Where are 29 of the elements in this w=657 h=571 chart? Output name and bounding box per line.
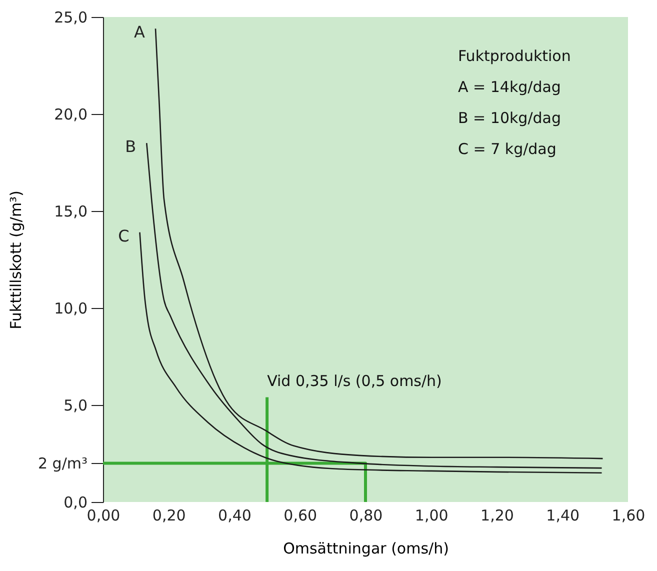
y-tick-label: 10,0 [54,300,88,318]
series-label: A [134,22,146,42]
y-tick-label: 25,0 [54,8,88,26]
x-axis-title: Omsättningar (oms/h) [283,540,449,558]
x-tick-label: 0,80 [349,506,383,524]
line-series [154,28,604,460]
y-tick-label: 0,0 [64,494,88,512]
line-series [139,232,602,474]
series-label: C [118,226,130,246]
annotation: C = 7 kg/dag [458,140,556,158]
x-tick-label: 1,20 [480,506,514,524]
y-tick-label: 5,0 [64,396,88,414]
y-tick-label: 15,0 [54,202,88,220]
line-series [146,142,602,469]
x-tick-label: 0,00 [86,506,120,524]
x-tick-label: 0,20 [152,506,186,524]
x-tick-label: 0,40 [218,506,252,524]
annotation: Vid 0,35 l/s (0,5 oms/h) [267,372,442,390]
x-tick-label: 1,40 [546,506,580,524]
annotation: A = 14kg/dag [458,78,561,96]
annotation: Fuktproduktion [458,47,571,65]
x-tick-label: 1,00 [414,506,448,524]
series-label: B [125,137,136,156]
annotation: B = 10kg/dag [458,109,561,127]
y-axis-title: Fukttillskott (g/m³) [6,190,25,330]
y-tick-label: 2 g/m³ [38,454,88,473]
x-tick-label: 0,60 [284,506,318,524]
y-tick-label: 20,0 [54,106,88,124]
x-tick-label: 1,60 [612,506,646,524]
